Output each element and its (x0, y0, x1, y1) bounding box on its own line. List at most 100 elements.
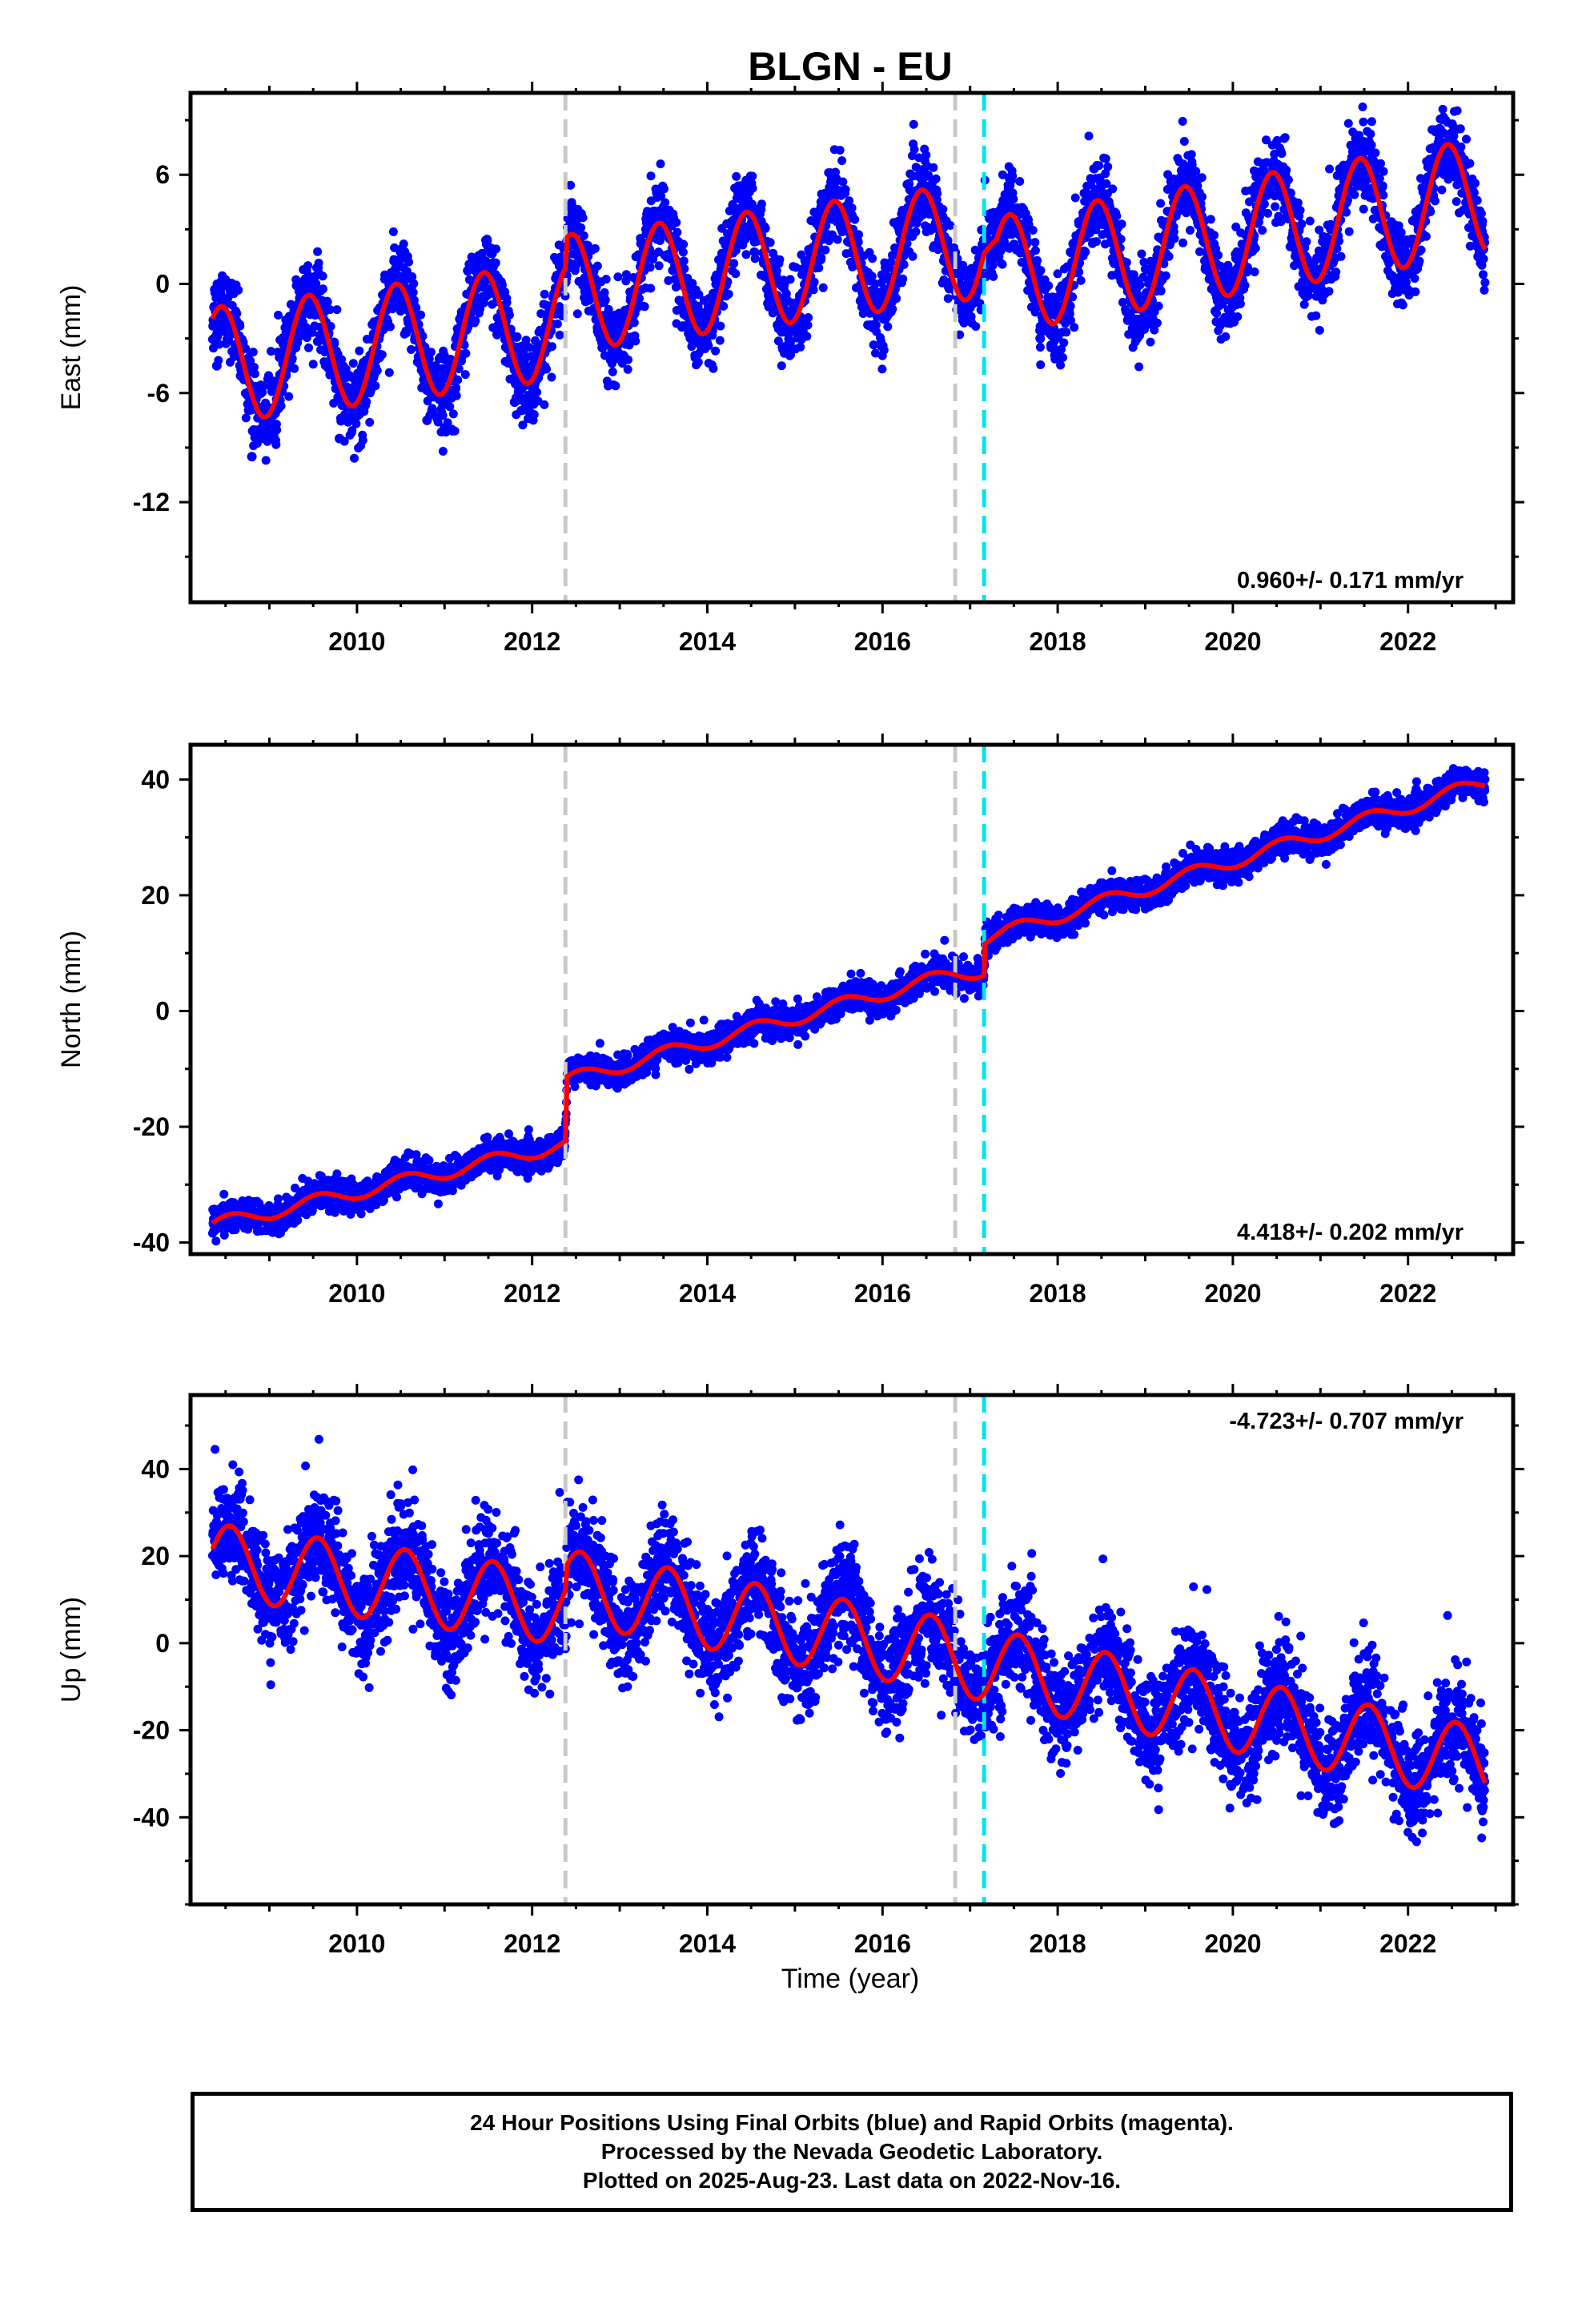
obs-point (1393, 287, 1403, 297)
obs-point (274, 311, 283, 320)
obs-point (1044, 281, 1054, 291)
obs-point (248, 348, 258, 357)
obs-point (1251, 243, 1260, 253)
obs-point (452, 383, 461, 392)
obs-point (775, 255, 785, 264)
obs-point (796, 342, 805, 352)
obs-point (1066, 301, 1075, 311)
obs-point (678, 247, 688, 257)
obs-point (908, 251, 917, 261)
obs-point (1206, 215, 1215, 224)
obs-point (1156, 286, 1166, 296)
obs-point (372, 366, 382, 376)
obs-point (1277, 149, 1287, 159)
x-tick-label: 2020 (1204, 627, 1261, 656)
obs-point (576, 223, 586, 232)
obs-point (809, 277, 819, 287)
obs-point (931, 174, 941, 183)
obs-point (1008, 171, 1018, 181)
obs-point (1299, 300, 1309, 309)
obs-point (680, 264, 689, 274)
velocity-rate-label: 0.960+/- 0.171 mm/yr (1237, 568, 1464, 593)
obs-point (868, 254, 877, 263)
obs-point (1336, 251, 1346, 261)
obs-point (1476, 209, 1486, 219)
obs-point (303, 261, 313, 271)
obs-point (1170, 234, 1179, 243)
obs-point (1076, 275, 1086, 285)
obs-point (748, 183, 757, 193)
obs-point (1198, 192, 1207, 202)
obs-point (348, 359, 358, 368)
obs-point (802, 332, 812, 341)
obs-point (314, 259, 323, 267)
obs-point (1305, 216, 1315, 226)
obs-point (450, 426, 460, 436)
obs-point (1179, 137, 1189, 146)
obs-point (1036, 266, 1046, 275)
obs-point (847, 203, 857, 213)
obs-point (608, 367, 617, 376)
obs-point (719, 301, 729, 311)
obs-point (1058, 353, 1068, 362)
obs-point (1331, 267, 1341, 277)
obs-point (213, 332, 223, 341)
obs-point (1137, 249, 1146, 259)
obs-point (623, 364, 632, 374)
obs-point (892, 294, 901, 304)
obs-point (426, 348, 436, 357)
obs-point (323, 297, 332, 307)
obs-point (1035, 343, 1045, 352)
data-point (211, 360, 222, 371)
obs-point (1117, 219, 1126, 229)
obs-point (234, 285, 243, 295)
obs-point (1009, 195, 1018, 203)
obs-point (326, 322, 335, 331)
obs-point (1164, 251, 1174, 261)
obs-point (731, 269, 741, 279)
obs-point (311, 279, 321, 288)
obs-point (332, 305, 342, 315)
obs-point (1379, 167, 1388, 176)
obs-point (679, 256, 689, 266)
obs-point (590, 243, 600, 253)
obs-point (290, 364, 299, 373)
obs-point (492, 244, 501, 254)
obs-point (854, 230, 863, 239)
obs-point (1358, 103, 1367, 111)
obs-point (532, 388, 542, 397)
data-point (422, 415, 432, 425)
obs-point (1283, 175, 1293, 184)
obs-point (837, 156, 847, 166)
obs-point (1396, 227, 1406, 237)
data-point (1122, 315, 1133, 325)
obs-point (445, 402, 455, 412)
obs-point (399, 239, 408, 249)
obs-point (267, 347, 275, 356)
data-point (334, 433, 344, 444)
obs-point (1154, 301, 1163, 311)
obs-point (741, 250, 751, 259)
obs-point (1472, 195, 1482, 205)
obs-point (1452, 197, 1461, 207)
obs-point (1108, 184, 1118, 194)
obs-point (1195, 247, 1204, 256)
obs-point (438, 447, 448, 456)
obs-point (867, 271, 877, 281)
obs-point (384, 368, 394, 377)
obs-point (1480, 278, 1490, 287)
obs-point (656, 159, 665, 169)
obs-point (215, 340, 224, 349)
obs-point (1342, 207, 1351, 217)
obs-point (1367, 140, 1376, 150)
obs-point (1134, 362, 1144, 372)
obs-point (250, 369, 259, 379)
obs-point (1186, 226, 1195, 235)
obs-point (284, 392, 294, 401)
obs-point (504, 310, 514, 320)
obs-point (1103, 162, 1113, 171)
obs-point (1030, 238, 1040, 247)
obs-point (732, 171, 741, 181)
obs-point (1028, 226, 1038, 235)
obs-point (1315, 325, 1324, 335)
